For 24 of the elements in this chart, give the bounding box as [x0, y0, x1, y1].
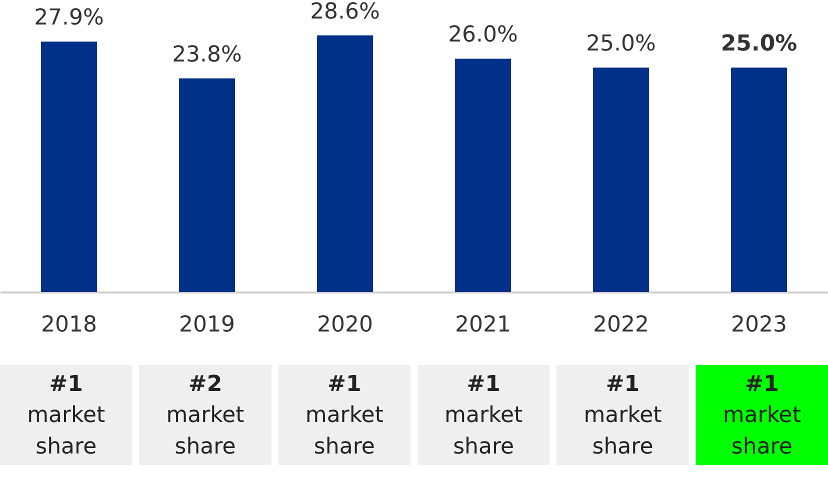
data-label: 23.8% — [172, 42, 242, 68]
data-label: 25.0% — [720, 32, 798, 57]
x-tick-label: 2022 — [593, 312, 649, 338]
bar — [41, 42, 97, 292]
x-tick-label: 2021 — [455, 312, 511, 338]
text: #1 market share — [584, 372, 662, 460]
x-tick-label: 2019 — [179, 312, 235, 338]
bar — [179, 78, 235, 292]
text: #1 market share — [305, 372, 384, 460]
data-label: 28.6% — [310, 0, 380, 24]
text: #1 market share — [722, 372, 801, 460]
data-label: 27.9% — [34, 6, 104, 31]
x-tick-label: 2018 — [41, 312, 97, 338]
data-label: 25.0% — [586, 32, 656, 57]
text: #2 market share — [166, 372, 244, 460]
text: #1 market share — [444, 372, 523, 460]
bar — [593, 68, 649, 292]
bar — [317, 35, 373, 292]
x-tick-label: 2020 — [317, 312, 373, 338]
bar — [455, 58, 511, 292]
x-tick-label: 2023 — [731, 312, 787, 338]
bar — [731, 68, 787, 292]
text: #1 market share — [27, 372, 106, 460]
data-label: 26.0% — [448, 22, 518, 48]
